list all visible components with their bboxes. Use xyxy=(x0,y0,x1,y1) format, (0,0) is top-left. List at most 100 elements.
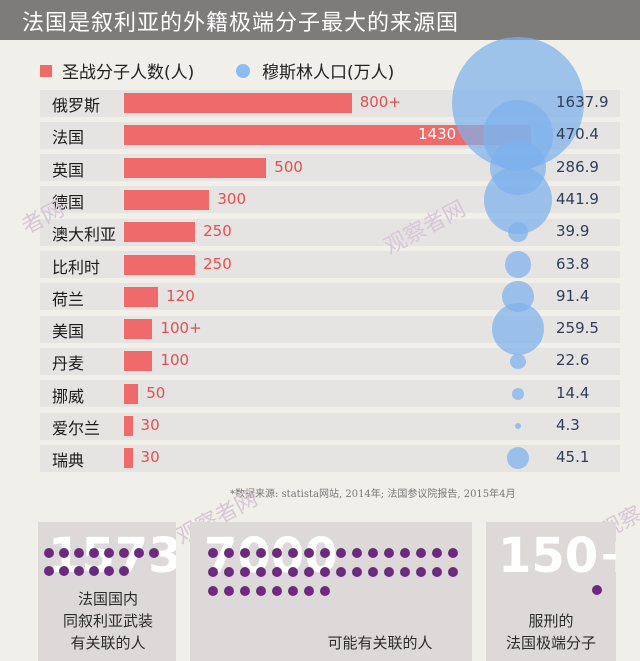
category-label: 德国 xyxy=(52,192,85,212)
stat-caption: 服刑的 法国极端分子 xyxy=(491,610,611,654)
population-label: 63.8 xyxy=(556,254,590,273)
legend: 圣战分子人数(人) 穆斯林人口(万人) xyxy=(40,58,600,84)
bar-value-label: 120 xyxy=(166,286,195,305)
dot xyxy=(400,548,410,558)
bar-0 xyxy=(124,93,352,113)
dot-grid xyxy=(208,548,458,596)
legend-bar-swatch xyxy=(40,64,52,77)
dot xyxy=(59,548,69,558)
bar-value-label: 500 xyxy=(274,157,303,176)
population-label: 470.4 xyxy=(556,125,599,144)
category-label: 丹麦 xyxy=(52,354,85,374)
dot xyxy=(208,567,218,577)
category-label: 俄罗斯 xyxy=(52,96,101,115)
legend-muslims: 穆斯林人口(万人) xyxy=(236,58,394,83)
bubble-5 xyxy=(504,251,532,278)
dot xyxy=(208,586,218,596)
bubble-11 xyxy=(507,447,529,470)
dot xyxy=(149,548,159,558)
population-label: 1637.9 xyxy=(556,93,609,111)
stat-number: 150+ xyxy=(498,528,616,584)
population-label: 45.1 xyxy=(556,448,590,467)
stat-panel-7000: 7000 可能有关联的人 xyxy=(190,522,472,661)
dot xyxy=(288,548,298,558)
dot xyxy=(384,548,394,558)
dot xyxy=(320,586,330,596)
dot xyxy=(240,548,250,558)
stat-panel-1573: 1573 法国国内 同叙利亚武装 有关联的人 xyxy=(38,522,176,661)
legend-fighters-label: 圣战分子人数(人) xyxy=(62,63,195,83)
bar-9 xyxy=(124,383,139,404)
bar-7 xyxy=(124,319,153,340)
dot xyxy=(89,566,99,576)
dot xyxy=(104,548,114,558)
category-label: 挪威 xyxy=(52,386,85,406)
population-label: 286.9 xyxy=(556,157,599,176)
caption-line: 有关联的人 xyxy=(70,634,146,652)
bar-5 xyxy=(124,254,196,275)
stat-panel-150: 150+ 服刑的 法国极端分子 xyxy=(486,522,616,661)
dot xyxy=(368,567,378,577)
dot xyxy=(240,567,250,577)
dot xyxy=(224,586,234,596)
population-label: 4.3 xyxy=(556,416,580,434)
bar-11 xyxy=(124,448,133,469)
dot xyxy=(44,548,54,558)
caption-line: 法国极端分子 xyxy=(505,634,596,652)
bar-value-label: 1430 xyxy=(418,125,457,144)
dot xyxy=(272,548,282,558)
dot xyxy=(304,586,314,596)
dot xyxy=(208,548,218,558)
category-label: 美国 xyxy=(52,322,85,342)
population-label: 91.4 xyxy=(556,286,590,305)
category-label: 英国 xyxy=(52,160,85,180)
bubble-8 xyxy=(510,353,526,370)
bubble-9 xyxy=(511,387,525,400)
dot xyxy=(288,586,298,596)
dot xyxy=(592,585,602,595)
dot xyxy=(119,548,129,558)
dot xyxy=(240,586,250,596)
caption-line: 同叙利亚武装 xyxy=(62,612,153,630)
bar-value-label: 300 xyxy=(217,189,247,208)
bar-2 xyxy=(124,157,267,178)
population-label: 39.9 xyxy=(556,222,590,241)
dot xyxy=(368,548,378,558)
dot xyxy=(416,548,426,558)
dot xyxy=(256,586,266,596)
dot xyxy=(224,567,234,577)
dot xyxy=(272,567,282,577)
dot xyxy=(448,548,458,558)
bar-4 xyxy=(124,222,196,243)
category-label: 法国 xyxy=(52,128,85,148)
dot xyxy=(256,567,266,577)
dot xyxy=(224,548,234,558)
dot xyxy=(89,548,99,558)
bar-6 xyxy=(124,286,159,307)
data-source: *数据来源: statista网站, 2014年; 法国参议院报告, 2015年… xyxy=(230,489,516,500)
dot-grid xyxy=(44,548,159,576)
category-label: 瑞典 xyxy=(52,451,85,471)
bar-value-label: 800+ xyxy=(359,93,401,111)
dot xyxy=(74,548,84,558)
dot xyxy=(432,567,442,577)
chart-title: 法国是叙利亚的外籍极端分子最大的来源国 xyxy=(22,11,460,36)
row-background xyxy=(40,412,620,440)
bubble-7 xyxy=(491,302,545,356)
dot xyxy=(448,567,458,577)
stat-caption: 法国国内 同叙利亚武装 有关联的人 xyxy=(48,588,168,654)
bar-value-label: 100+ xyxy=(160,319,202,338)
legend-muslims-label: 穆斯林人口(万人) xyxy=(262,63,395,83)
bar-value-label: 250 xyxy=(203,254,232,273)
dot xyxy=(352,567,362,577)
dot xyxy=(304,567,314,577)
dot xyxy=(134,548,144,558)
population-label: 259.5 xyxy=(556,319,599,338)
population-label: 22.6 xyxy=(556,351,590,370)
caption-line: 法国国内 xyxy=(77,590,138,608)
dot xyxy=(119,566,129,576)
bar-value-label: 50 xyxy=(146,383,166,402)
dot xyxy=(432,548,442,558)
stat-caption: 可能有关联的人 xyxy=(300,632,460,654)
dot xyxy=(320,567,330,577)
